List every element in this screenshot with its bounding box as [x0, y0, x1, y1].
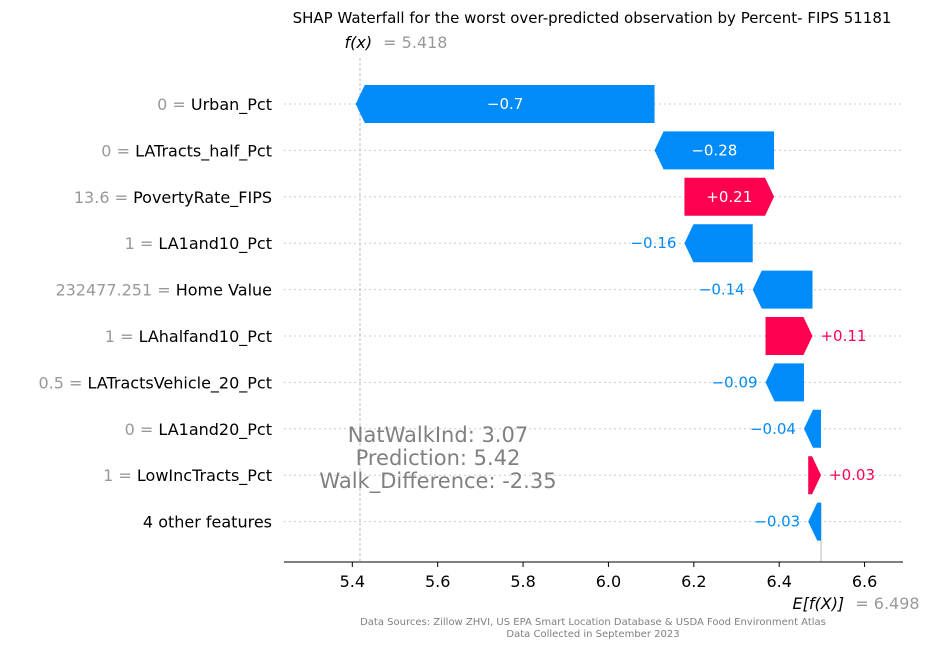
feature-value: 0 = [101, 141, 135, 160]
x-tick-label: 6.4 [766, 572, 791, 591]
feature-label: 13.6 = PovertyRate_FIPS [74, 188, 272, 208]
annotation-line-1: NatWalkInd: 3.07 [348, 423, 528, 447]
efx-symbol: E[f(X)] [793, 594, 845, 613]
bar-value-label: +0.21 [706, 188, 752, 206]
model-annotation: NatWalkInd: 3.07 Prediction: 5.42 Walk_D… [319, 423, 556, 494]
feature-value: 0 = [125, 420, 159, 439]
feature-label: 1 = LAhalfand10_Pct [105, 327, 272, 347]
footer-line-1: Data Sources: Zillow ZHVI, US EPA Smart … [360, 617, 826, 628]
efx-value: = 6.498 [855, 594, 919, 613]
bar-value-label: −0.04 [750, 420, 796, 438]
bar-value-label: −0.7 [487, 95, 523, 113]
fx-symbol: f(x) [344, 33, 372, 52]
feature-value: 13.6 = [74, 188, 133, 207]
waterfall-bar [684, 224, 753, 263]
waterfall-bar [752, 270, 813, 309]
bar-value-label: −0.09 [712, 373, 758, 391]
bar-value-label: −0.14 [699, 281, 745, 299]
feature-label: 232477.251 = Home Value [55, 281, 272, 300]
feature-name: LATracts_half_Pct [135, 141, 272, 161]
waterfall-bars: −0.7 −0.28 +0.21 −0.16 −0.14 +0.11 −0.09 −0.04 +… [355, 85, 875, 541]
waterfall-bar [765, 317, 813, 355]
annotation-line-3: Walk_Difference: -2.35 [319, 469, 556, 494]
waterfall-bar [803, 409, 822, 448]
waterfall-bar [684, 177, 775, 216]
footer-line-2: Data Collected in September 2023 [506, 629, 679, 640]
x-tick-label: 6.0 [596, 572, 621, 591]
x-tick-label: 6.6 [852, 572, 877, 591]
annotation-line-2: Prediction: 5.42 [356, 446, 521, 470]
bar-value-label: −0.03 [754, 513, 800, 531]
feature-value: 1 = [125, 234, 159, 253]
feature-name: Urban_Pct [191, 95, 272, 115]
feature-label: 1 = LowIncTracts_Pct [103, 466, 272, 486]
bar-value-label: −0.28 [691, 141, 737, 159]
bar-value-label: −0.16 [630, 234, 676, 252]
feature-name: LA1and20_Pct [158, 420, 272, 440]
feature-label: 4 other features [143, 513, 272, 532]
x-tick-label: 5.4 [340, 572, 365, 591]
feature-name: LAhalfand10_Pct [139, 327, 272, 347]
waterfall-bar [654, 131, 775, 170]
feature-label: 0 = Urban_Pct [157, 95, 272, 115]
chart-title: SHAP Waterfall for the worst over-predic… [293, 9, 892, 27]
feature-name: 4 other features [143, 513, 272, 532]
feature-name: LATractsVehicle_20_Pct [88, 373, 273, 393]
feature-label: 1 = LA1and10_Pct [125, 234, 272, 254]
feature-label: 0 = LATracts_half_Pct [101, 141, 272, 161]
efx-label: E[f(X)] = 6.498 [793, 594, 920, 613]
waterfall-bar [765, 363, 804, 402]
bar-value-label: +0.11 [820, 327, 866, 345]
feature-value: 1 = [103, 466, 137, 485]
bar-value-label: +0.03 [829, 466, 875, 484]
feature-name: Home Value [176, 281, 272, 300]
feature-label: 0 = LA1and20_Pct [125, 420, 272, 440]
data-source-footer: Data Sources: Zillow ZHVI, US EPA Smart … [360, 617, 826, 640]
feature-value: 1 = [105, 327, 139, 346]
feature-value: 0 = [157, 95, 191, 114]
waterfall-bar [808, 502, 822, 541]
x-tick-label: 5.8 [510, 572, 535, 591]
x-tick-label: 5.6 [425, 572, 450, 591]
x-tick-label: 6.2 [681, 572, 706, 591]
waterfall-bar [355, 85, 655, 123]
feature-name: PovertyRate_FIPS [133, 188, 272, 208]
feature-value: 232477.251 = [55, 281, 175, 300]
feature-name: LowIncTracts_Pct [137, 466, 272, 486]
fx-label: f(x) = 5.418 [344, 33, 447, 52]
feature-name: LA1and10_Pct [158, 234, 272, 254]
waterfall-bar [808, 456, 822, 495]
x-axis: 5.4 5.6 5.8 6.0 6.2 6.4 6.6 [284, 561, 903, 591]
fx-value: = 5.418 [383, 33, 447, 52]
feature-label: 0.5 = LATractsVehicle_20_Pct [38, 373, 272, 393]
feature-value: 0.5 = [38, 373, 87, 392]
